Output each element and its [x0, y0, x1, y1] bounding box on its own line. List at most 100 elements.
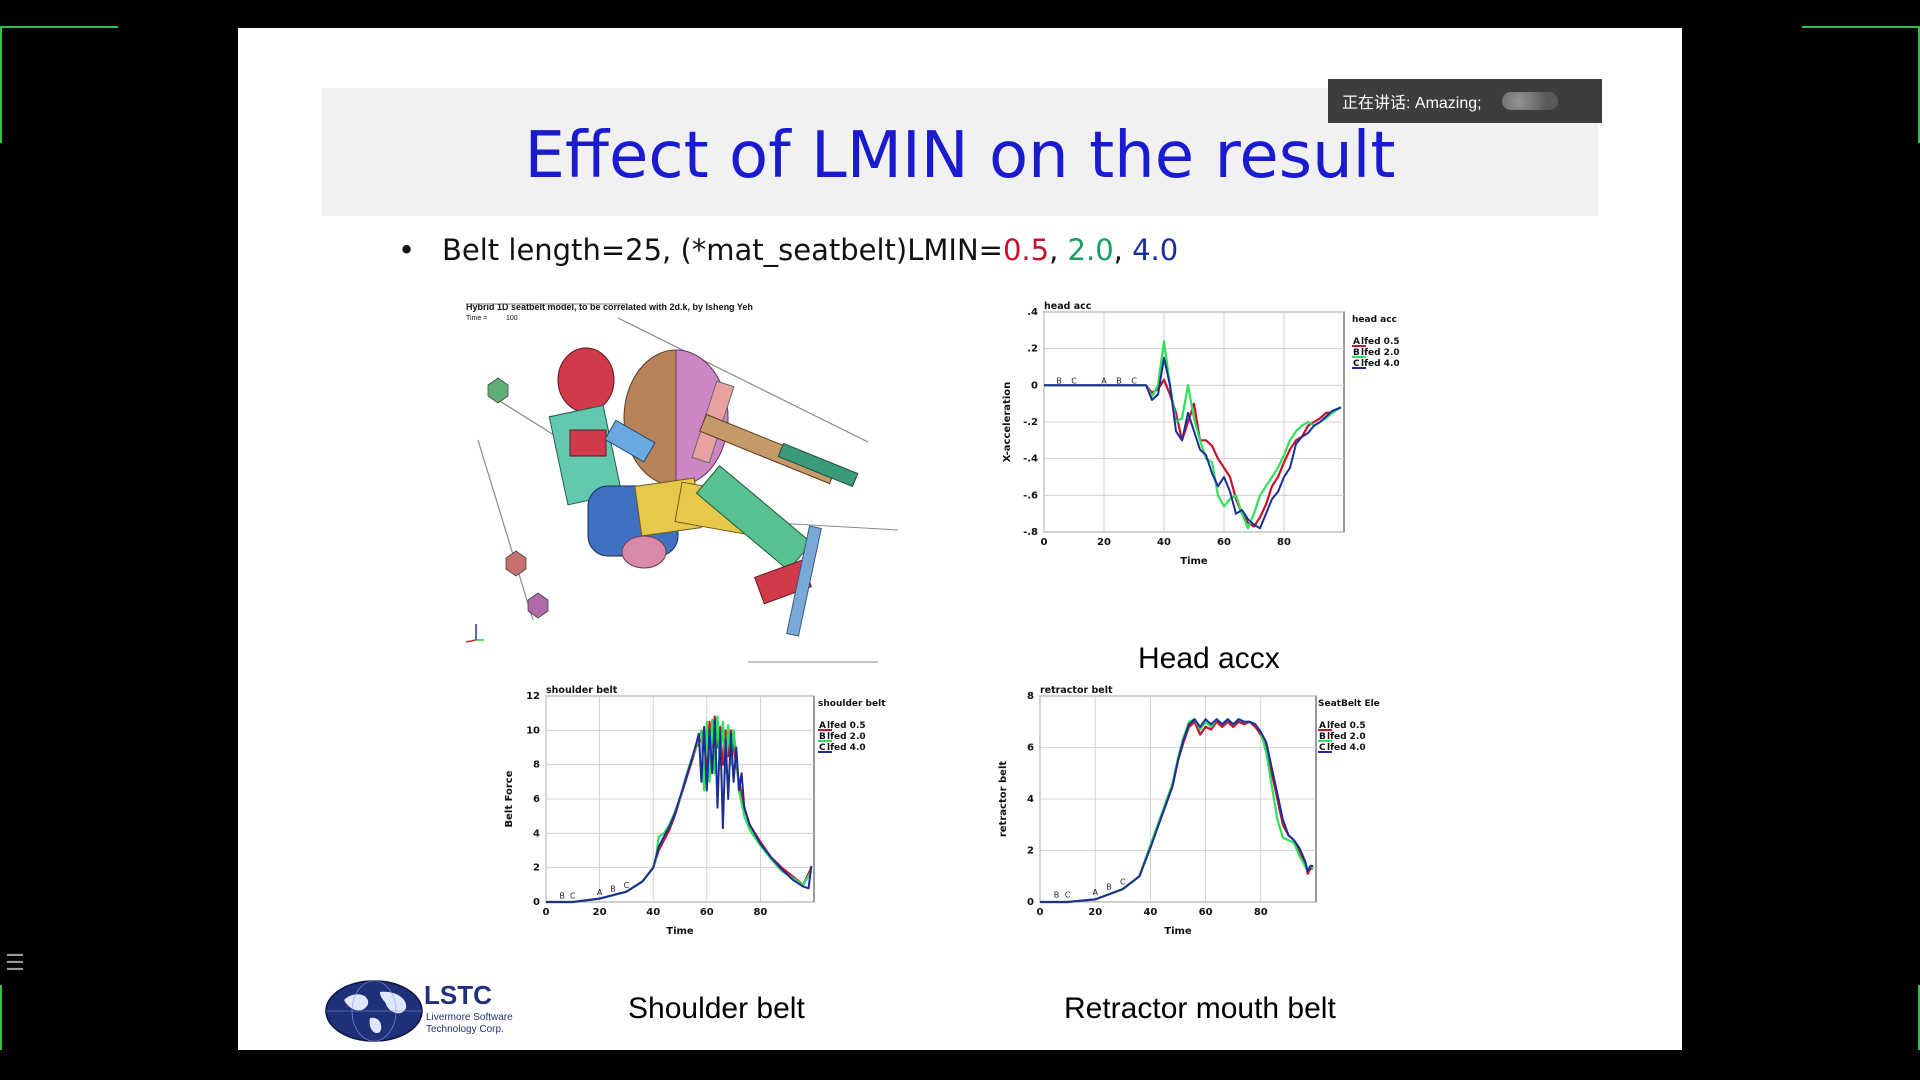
shoulder-chart-title: shoulder belt	[546, 685, 618, 696]
model-caption: Hybrid 1D seatbelt model, to be correlat…	[466, 302, 753, 312]
left-edge-line-bottom	[0, 985, 2, 1050]
logo-name: LSTC	[424, 980, 492, 1010]
shoulder-ytick-label: 6	[533, 794, 540, 805]
model-time-label: Time =	[466, 315, 487, 322]
shoulder-xtick-label: 20	[593, 907, 607, 918]
anchor-red	[505, 550, 527, 577]
shoulder-curve-marker: B	[610, 884, 616, 893]
right-edge-line-bottom	[1918, 985, 1920, 1050]
anchor-green	[487, 377, 509, 404]
head-ytick-label: -.6	[1023, 490, 1038, 501]
retractor-chart-title: retractor belt	[1040, 685, 1113, 696]
head-y-axis-label: X-acceleration	[1002, 382, 1013, 463]
speaking-indicator: 正在讲话: Amazing;	[1328, 79, 1602, 123]
caption-shoulder-belt: Shoulder belt	[628, 992, 805, 1025]
head-curve-marker: A	[1101, 376, 1107, 385]
retractor-ytick-label: 8	[1027, 691, 1034, 702]
shoulder-ytick-label: 12	[526, 691, 540, 702]
head-acc-chart: 0 20 40 60 80 -.8 -.6 -.4 -.2 0 .2 .4 head acc Time X-…	[984, 300, 1414, 652]
retractor-legend-title: SeatBelt Ele	[1318, 699, 1380, 709]
retractor-ytick-label: 2	[1027, 846, 1034, 857]
head-x-axis-label: Time	[1180, 556, 1208, 567]
shoulder-legend-entry: lfed 2.0	[827, 732, 866, 742]
shoulder-legend-title: shoulder belt	[818, 699, 886, 709]
shoulder-legend-entry: lfed 0.5	[827, 721, 866, 731]
title-band: Effect of LMIN on the result	[322, 88, 1598, 216]
shoulder-belt-chart: 0 20 40 60 80 0 2 4 6 8 10 12 shoulder belt Time Belt …	[496, 682, 906, 1032]
bullet-sep-2: ,	[1113, 233, 1133, 267]
left-edge-line	[0, 28, 2, 143]
retractor-series-line-c	[1040, 718, 1314, 903]
head-legend-entry: lfed 4.0	[1361, 359, 1400, 369]
list-menu-icon[interactable]: ☰	[5, 950, 25, 975]
lstc-logo: LSTC Livermore Software Technology Corp.	[324, 978, 534, 1044]
retractor-belt-chart: 0 20 40 60 80 0 2 4 6 8 retractor belt Time retracto…	[984, 682, 1404, 1032]
lmin-value-2: 2.0	[1067, 233, 1114, 267]
right-edge-line	[1918, 28, 1920, 143]
shoulder-ytick-label: 4	[533, 828, 540, 839]
head-legend-marker: C	[1353, 359, 1360, 369]
shoulder-curve-marker: A	[597, 888, 603, 897]
retractor-curve-marker: B	[1106, 883, 1112, 892]
shoulder-curve-marker: C	[570, 891, 576, 900]
anchor-purple	[527, 592, 549, 619]
retractor-legend-entry: lfed 2.0	[1327, 732, 1366, 742]
shoulder-xtick-label: 80	[753, 907, 767, 918]
shoulder-ytick-label: 0	[533, 897, 540, 908]
head-legend-marker: B	[1353, 348, 1360, 358]
retractor-curve-marker: A	[1092, 888, 1098, 897]
head-legend-entry: lfed 2.0	[1361, 348, 1400, 358]
retractor-curve-marker: B	[1054, 890, 1060, 899]
dummy-model-image: Hybrid 1D seatbelt model, to be correlat…	[458, 290, 899, 670]
shoulder-ytick-label: 10	[526, 725, 540, 736]
retractor-ytick-label: 4	[1027, 794, 1034, 805]
head-xtick-label: 20	[1097, 537, 1111, 548]
head-ytick-label: -.4	[1023, 454, 1038, 465]
shoulder-xtick-label: 40	[646, 907, 660, 918]
retractor-ytick-label: 6	[1027, 743, 1034, 754]
shared-slide: Effect of LMIN on the result • Belt lengt…	[238, 28, 1682, 1050]
top-edge-line-left	[0, 26, 118, 28]
head-ytick-label: -.8	[1023, 527, 1038, 538]
shoulder-belt-svg: 0 20 40 60 80 0 2 4 6 8 10 12 shoulder belt Time Belt …	[504, 685, 886, 937]
top-edge-line-right	[1802, 26, 1920, 28]
shoulder-x-axis-label: Time	[666, 926, 694, 937]
head-curve-marker: B	[1116, 376, 1122, 385]
retractor-curve-marker: C	[1065, 890, 1071, 899]
bullet-dot: •	[398, 233, 416, 267]
retractor-legend-marker: B	[1319, 732, 1326, 742]
retractor-xtick-label: 40	[1143, 907, 1157, 918]
shoulder-curve-marker: C	[624, 881, 630, 890]
head-xtick-label: 80	[1277, 537, 1291, 548]
model-time-value: 100	[506, 315, 518, 322]
head-curve-marker: C	[1071, 376, 1077, 385]
logo-line1: Livermore Software	[426, 1012, 513, 1023]
bullet-prefix: Belt length=25, (*mat_seatbelt)LMIN=	[442, 233, 1003, 267]
lmin-value-3: 4.0	[1132, 233, 1179, 267]
head-acc-svg: 0 20 40 60 80 -.8 -.6 -.4 -.2 0 .2 .4 head acc Time X-…	[1002, 301, 1400, 567]
head-ytick-label: 0	[1031, 380, 1038, 391]
head-ytick-label: .2	[1027, 344, 1038, 355]
head-curve-marker: B	[1056, 376, 1062, 385]
retractor-ytick-label: 0	[1027, 897, 1034, 908]
lmin-value-1: 0.5	[1002, 233, 1050, 267]
bullet-sep-1: ,	[1049, 233, 1068, 267]
retractor-xtick-label: 60	[1199, 907, 1213, 918]
retractor-xtick-label: 0	[1037, 907, 1044, 918]
blurred-avatar	[1501, 92, 1558, 110]
head-legend-entry: lfed 0.5	[1361, 337, 1400, 347]
retractor-curve-marker: C	[1120, 878, 1126, 887]
head-xtick-label: 40	[1157, 537, 1171, 548]
head-chart-title: head acc	[1044, 301, 1091, 312]
head-legend-marker: A	[1353, 337, 1360, 347]
shoulder-ytick-label: 8	[533, 760, 540, 771]
retractor-legend-marker: A	[1319, 721, 1326, 731]
head-series-line-c	[1044, 356, 1342, 530]
shoulder-y-axis-label: Belt Force	[504, 770, 515, 827]
logo-line2: Technology Corp.	[426, 1024, 504, 1035]
head-curve-marker: C	[1131, 376, 1137, 385]
speaker-label: 正在讲话: Amazing;	[1342, 95, 1482, 112]
retractor-x-axis-label: Time	[1164, 926, 1192, 937]
retractor-legend-entry: lfed 0.5	[1327, 721, 1366, 731]
retractor-y-axis-label: retractor belt	[998, 761, 1009, 838]
